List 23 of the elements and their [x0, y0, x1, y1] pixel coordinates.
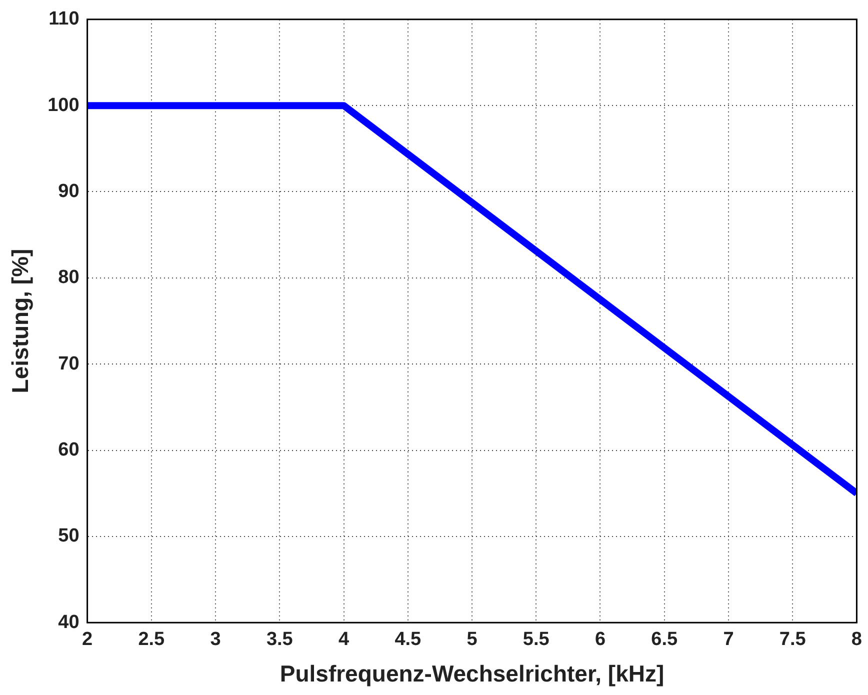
y-tick-label: 70 [58, 353, 80, 374]
x-tick-label: 4.5 [394, 629, 422, 650]
y-tick-label: 90 [58, 180, 80, 202]
x-tick-label: 2 [82, 629, 93, 650]
y-axis-title: Leistung, [%] [7, 248, 34, 394]
y-tick-label: 60 [58, 439, 80, 460]
x-tick-label: 7 [723, 629, 734, 650]
y-tick-label: 40 [58, 612, 80, 633]
y-tick-label: 110 [48, 8, 80, 30]
x-tick-label: 3 [210, 629, 221, 650]
x-tick-label: 4 [338, 629, 350, 650]
x-tick-label: 6.5 [651, 629, 678, 650]
x-tick-label: 5.5 [522, 629, 550, 650]
x-tick-label: 3.5 [266, 629, 294, 650]
y-tick-label: 80 [58, 267, 80, 288]
x-tick-label: 7.5 [779, 629, 806, 650]
y-tick-label: 100 [48, 94, 80, 116]
x-tick-label: 6 [594, 629, 606, 650]
x-tick-label: 8 [851, 629, 862, 650]
x-tick-label: 2.5 [138, 629, 166, 650]
x-axis-title: Pulsfrequenz-Wechselrichter, [kHz] [280, 660, 664, 687]
x-tick-label: 5 [466, 629, 478, 650]
y-tick-label: 50 [58, 526, 80, 547]
